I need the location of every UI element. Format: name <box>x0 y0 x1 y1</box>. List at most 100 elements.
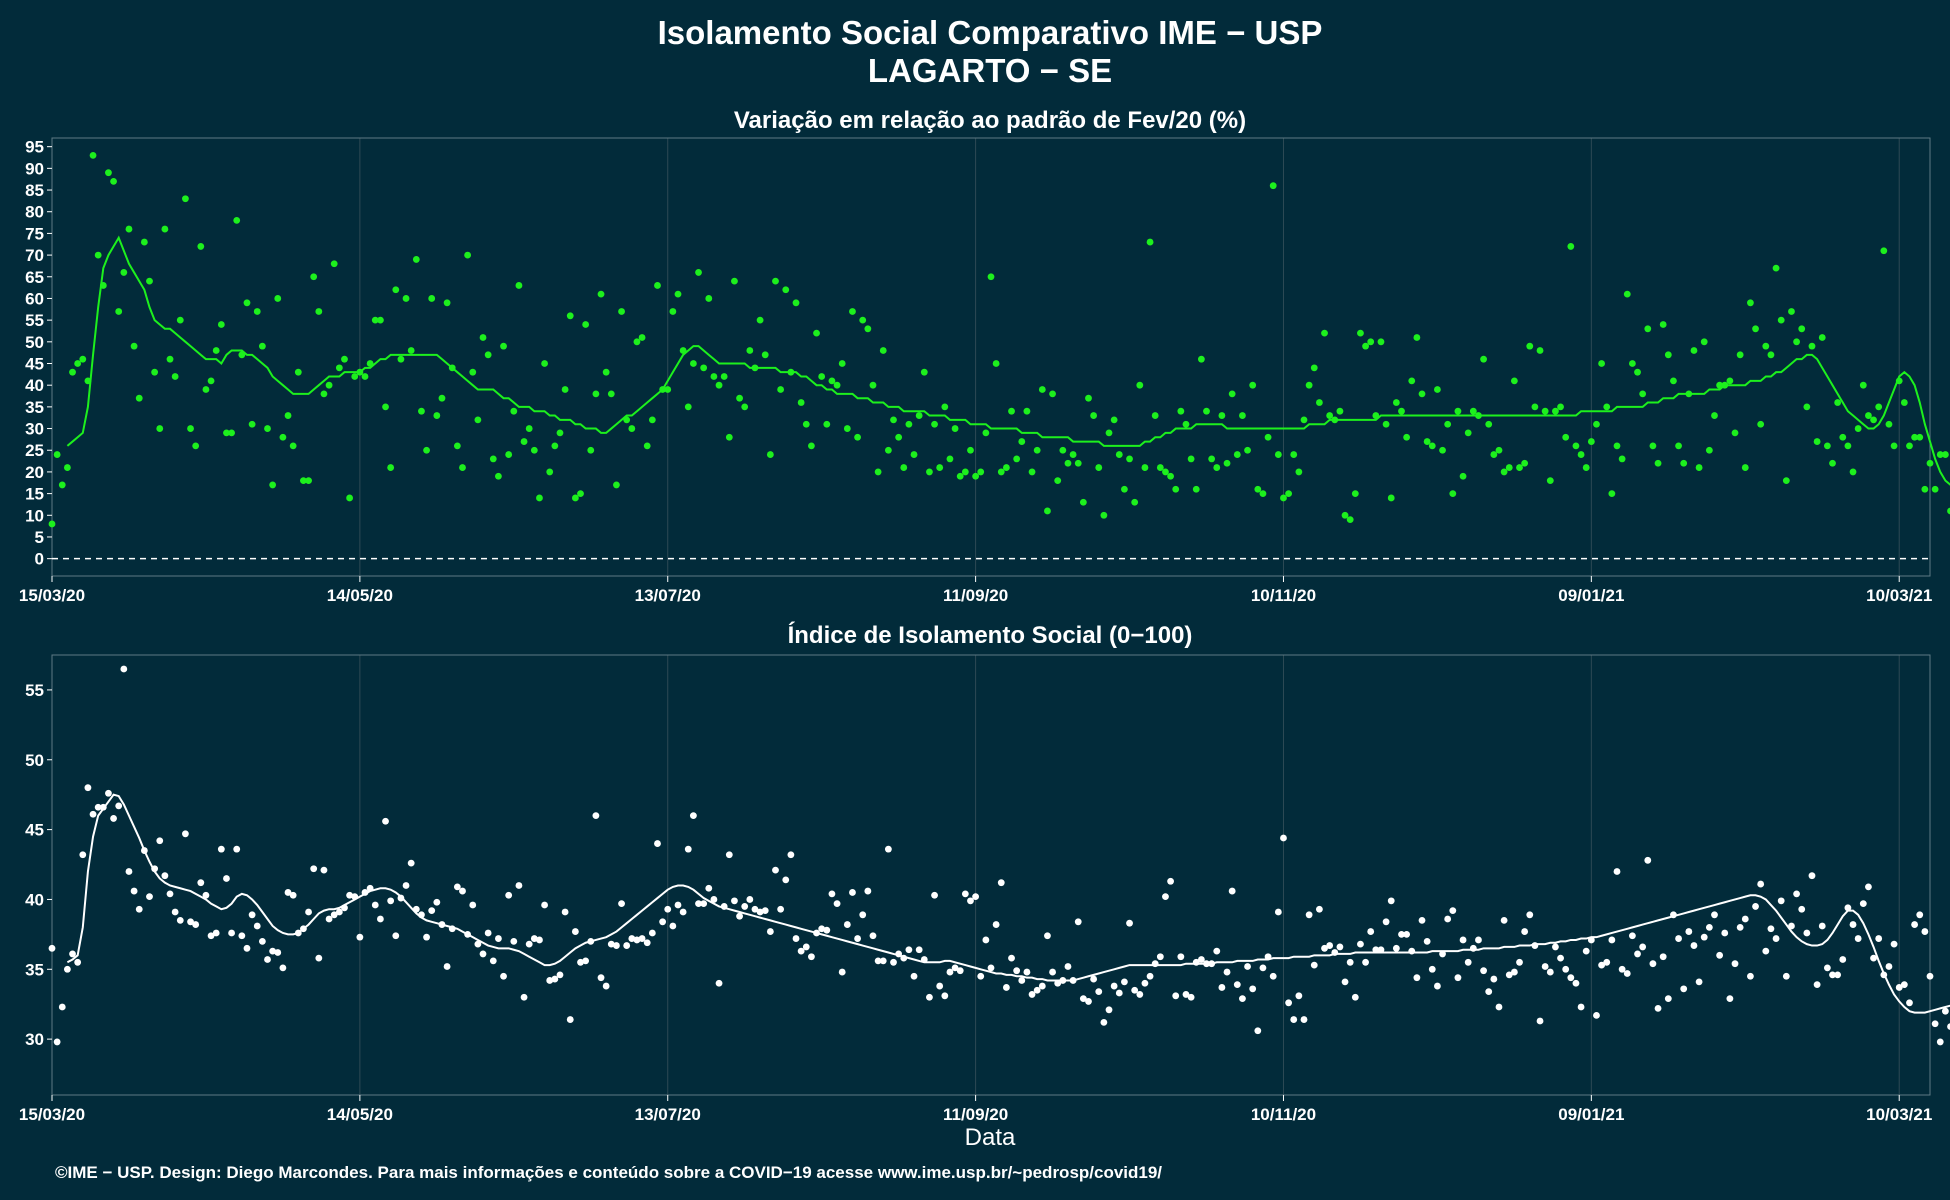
top-daily-point <box>1172 485 1180 493</box>
bottom-daily-point <box>1752 903 1759 910</box>
bottom-daily-point <box>879 957 887 965</box>
bottom-daily-point <box>1341 978 1349 986</box>
bottom-y-tick-label: 35 <box>25 960 44 979</box>
top-daily-point <box>1823 442 1831 450</box>
top-daily-point <box>387 464 395 471</box>
top-daily-point <box>607 390 615 398</box>
top-daily-point <box>700 364 708 372</box>
bottom-daily-point <box>1254 1027 1262 1035</box>
top-daily-point <box>854 433 861 441</box>
bottom-daily-point <box>695 900 702 908</box>
bottom-daily-point <box>1018 977 1026 984</box>
bottom-daily-point <box>1854 935 1862 942</box>
bottom-daily-point <box>1849 921 1857 928</box>
top-daily-point <box>561 386 569 393</box>
top-daily-point <box>746 347 754 354</box>
bottom-daily-point <box>284 889 292 896</box>
bottom-daily-point <box>731 897 738 905</box>
top-daily-point <box>520 438 528 445</box>
bottom-daily-point <box>495 935 502 942</box>
top-daily-point <box>371 316 379 324</box>
bottom-daily-point <box>479 950 487 958</box>
top-daily-point <box>1849 468 1857 476</box>
top-daily-point <box>171 373 179 380</box>
bottom-daily-point <box>756 908 764 916</box>
bottom-daily-point <box>802 943 810 951</box>
bottom-daily-point <box>582 957 590 965</box>
bottom-daily-point <box>1475 936 1482 944</box>
bottom-daily-point <box>387 897 395 905</box>
bottom-daily-point <box>1449 907 1457 915</box>
top-daily-point <box>1947 507 1950 515</box>
bottom-daily-point <box>618 900 625 908</box>
top-y-tick-label: 75 <box>25 224 44 243</box>
bottom-daily-point <box>130 887 138 895</box>
top-daily-point <box>335 364 343 372</box>
top-daily-point <box>1023 407 1031 415</box>
bottom-daily-point <box>1418 916 1426 924</box>
top-daily-point <box>1449 490 1457 498</box>
bottom-daily-point <box>135 905 143 913</box>
top-y-tick-label: 95 <box>25 138 44 157</box>
top-moving-average-line <box>66 235 1950 486</box>
bottom-daily-point <box>1392 944 1400 952</box>
bottom-daily-point <box>79 851 87 859</box>
top-daily-point <box>243 299 251 307</box>
top-daily-point <box>1151 412 1159 419</box>
top-daily-point <box>156 425 164 432</box>
bottom-daily-point <box>1803 929 1811 937</box>
bottom-daily-point <box>669 922 677 930</box>
bottom-y-tick-label: 40 <box>25 890 44 909</box>
top-daily-point <box>1162 468 1169 476</box>
bottom-daily-point <box>74 958 82 966</box>
top-daily-point <box>1357 329 1364 337</box>
bottom-y-tick-label: 45 <box>25 821 44 840</box>
bottom-daily-point <box>1772 935 1780 942</box>
top-daily-point <box>592 390 600 398</box>
top-daily-point <box>1439 446 1446 454</box>
top-daily-point <box>900 464 908 471</box>
bottom-daily-point <box>1926 972 1934 980</box>
bottom-daily-point <box>1315 905 1323 913</box>
top-daily-point <box>633 338 641 346</box>
bottom-daily-point <box>1839 956 1847 963</box>
top-daily-point <box>1906 442 1913 450</box>
bottom-daily-point <box>1716 951 1724 959</box>
bottom-daily-point <box>628 935 636 942</box>
bottom-daily-point <box>1372 946 1380 954</box>
x-axis-label: Data <box>965 1124 1016 1151</box>
top-daily-point <box>1916 433 1924 441</box>
bottom-daily-point <box>1762 947 1770 955</box>
bottom-daily-point <box>474 940 482 948</box>
top-daily-point <box>1675 442 1682 450</box>
top-daily-point <box>197 243 205 250</box>
top-daily-point <box>1911 433 1919 441</box>
bottom-daily-point <box>782 876 790 884</box>
top-daily-point <box>294 368 302 376</box>
top-daily-point <box>910 451 918 458</box>
bottom-daily-point <box>171 908 179 916</box>
top-daily-point <box>1782 477 1790 484</box>
bottom-daily-point <box>243 944 251 952</box>
bottom-daily-point <box>207 932 215 940</box>
top-daily-point <box>1834 399 1842 406</box>
top-daily-point <box>1233 451 1241 458</box>
bottom-daily-point <box>746 896 754 903</box>
bottom-daily-point <box>1357 940 1364 948</box>
bottom-daily-point <box>859 911 867 919</box>
bottom-daily-point <box>1947 1023 1950 1030</box>
top-daily-point <box>207 377 215 385</box>
bottom-daily-point <box>1900 981 1908 989</box>
top-daily-point <box>1767 351 1775 359</box>
bottom-daily-point <box>197 879 205 887</box>
bottom-daily-point <box>1834 971 1842 979</box>
bottom-daily-point <box>1557 954 1564 962</box>
top-daily-point <box>1028 468 1036 476</box>
bottom-daily-point <box>1439 950 1446 958</box>
top-daily-point <box>1808 342 1816 350</box>
top-daily-point <box>715 381 723 389</box>
bottom-daily-point <box>115 802 123 810</box>
bottom-daily-point <box>1239 995 1246 1003</box>
bottom-daily-point <box>1136 991 1144 998</box>
top-daily-point <box>1126 455 1133 463</box>
